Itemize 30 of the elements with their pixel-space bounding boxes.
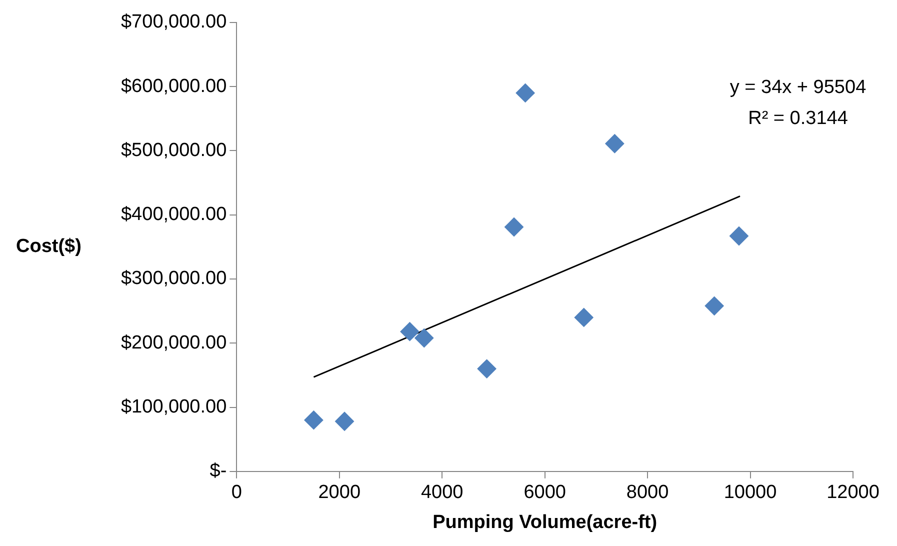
point [400,322,420,342]
x-tick-label: 2000 [318,482,361,504]
point [605,134,624,154]
x-tick-label: 12000 [826,482,880,504]
annotation: y = 34x + 95504 [730,77,867,98]
annotation: R² = 0.3144 [748,108,848,130]
x-tick-label: 6000 [524,482,566,504]
point [414,328,434,348]
point [335,412,354,431]
x-axis-title: Pumping Volume(acre-ft) [432,512,658,533]
point [304,410,324,430]
x-tick-label: 8000 [626,482,669,504]
point [574,308,594,327]
y-tick-label: $200,000.00 [120,332,227,354]
point [704,296,724,316]
point [516,83,535,102]
point [477,359,496,378]
y-tick-label: $600,000.00 [120,76,227,97]
y-tick-label: $400,000.00 [120,204,227,226]
y-tick-label: $700,000.00 [120,12,227,33]
y-tick-label: $- [210,460,227,482]
point [504,218,524,237]
y-tick-label: $300,000.00 [120,268,227,290]
x-tick-label: 4000 [420,482,464,504]
x-tick-label: 10000 [724,482,777,504]
x-tick-label: 0 [231,482,242,504]
y-tick-label: $500,000.00 [120,140,227,161]
point [729,226,748,246]
y-axis-title: Cost($) [16,236,82,258]
y-tick-label: $100,000.00 [120,396,227,418]
